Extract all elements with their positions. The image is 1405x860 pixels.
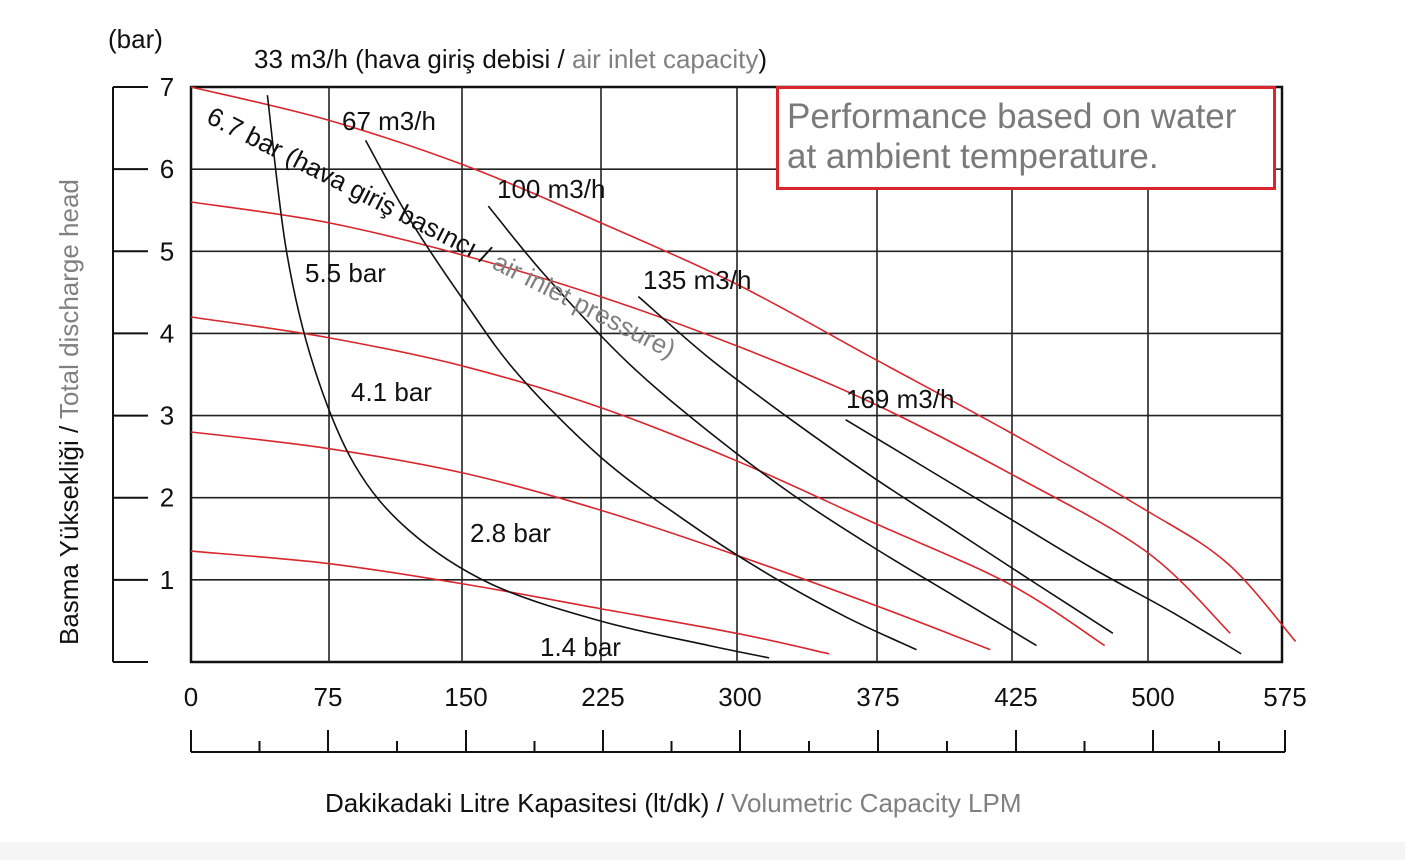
y-tick-label: 2 bbox=[160, 483, 174, 513]
note-box: Performance based on water at ambient te… bbox=[776, 86, 1276, 190]
y-tick-label: 3 bbox=[160, 401, 174, 431]
curve-label-5-5-bar: 5.5 bar bbox=[305, 258, 386, 288]
capacity-curve-33-m3-h bbox=[266, 95, 770, 659]
note-line-2: at ambient temperature. bbox=[787, 137, 1159, 176]
capacity-curve-100-m3-h bbox=[487, 205, 1037, 647]
note-line-1: Performance based on water bbox=[787, 97, 1237, 136]
x-tick-label: 375 bbox=[856, 682, 899, 712]
x-tick-label: 300 bbox=[718, 682, 761, 712]
pressure-curves bbox=[190, 86, 1297, 655]
curve-label-135-m3-h: 135 m3/h bbox=[643, 265, 751, 295]
x-tick-label: 225 bbox=[581, 682, 624, 712]
curve-label-100-m3-h: 100 m3/h bbox=[497, 174, 605, 204]
x-axis: 0 75 150 225 300 375 425 500 575 bbox=[184, 682, 1307, 753]
curve-label-2-8-bar: 2.8 bar bbox=[470, 518, 551, 548]
y-tick-label: 7 bbox=[160, 72, 174, 102]
x-tick-label: 75 bbox=[314, 682, 343, 712]
x-axis-title: Dakikadaki Litre Kapasitesi (lt/dk) / Vo… bbox=[325, 788, 1022, 818]
pressure-curve-1-4-bar bbox=[190, 550, 830, 655]
pressure-series-label: 6.7 bar (hava giriş basıncı / air inlet … bbox=[202, 101, 680, 365]
capacity-curve-67-m3-h bbox=[364, 140, 917, 651]
curve-label-67-m3-h: 67 m3/h bbox=[342, 106, 436, 136]
pressure-curve-6-7-bar bbox=[190, 86, 1297, 643]
curve-label-1-4-bar: 1.4 bar bbox=[540, 632, 621, 662]
y-axis: 1 2 3 4 5 6 7 bbox=[112, 72, 174, 663]
curve-label-4-1-bar: 4.1 bar bbox=[351, 377, 432, 407]
x-tick-label: 0 bbox=[184, 682, 198, 712]
x-tick-label: 500 bbox=[1131, 682, 1174, 712]
capacity-curve-169-m3-h bbox=[845, 419, 1242, 655]
x-tick-label: 150 bbox=[444, 682, 487, 712]
top-label: 33 m3/h (hava giriş debisi / air inlet c… bbox=[254, 44, 767, 74]
pressure-curve-2-8-bar bbox=[190, 431, 991, 651]
y-tick-label: 6 bbox=[160, 154, 174, 184]
capacity-curves bbox=[266, 95, 1242, 659]
y-unit: (bar) bbox=[108, 24, 163, 54]
y-tick-label: 4 bbox=[160, 318, 174, 348]
x-tick-label: 425 bbox=[994, 682, 1037, 712]
pressure-curve-4-1-bar bbox=[190, 316, 1106, 647]
x-tick-label: 575 bbox=[1263, 682, 1306, 712]
capacity-curve-135-m3-h bbox=[637, 295, 1114, 634]
pressure-curve-5-5-bar bbox=[190, 201, 1231, 634]
y-tick-label: 1 bbox=[160, 565, 174, 595]
bottom-strip bbox=[0, 842, 1405, 860]
curve-label-169-m3-h: 169 m3/h bbox=[846, 384, 954, 414]
y-axis-title: Basma Yüksekliği / Total discharge head bbox=[54, 179, 84, 645]
y-tick-label: 5 bbox=[160, 236, 174, 266]
curve-labels: 67 m3/h 100 m3/h 135 m3/h 169 m3/h 5.5 bar 4.… bbox=[305, 106, 954, 662]
